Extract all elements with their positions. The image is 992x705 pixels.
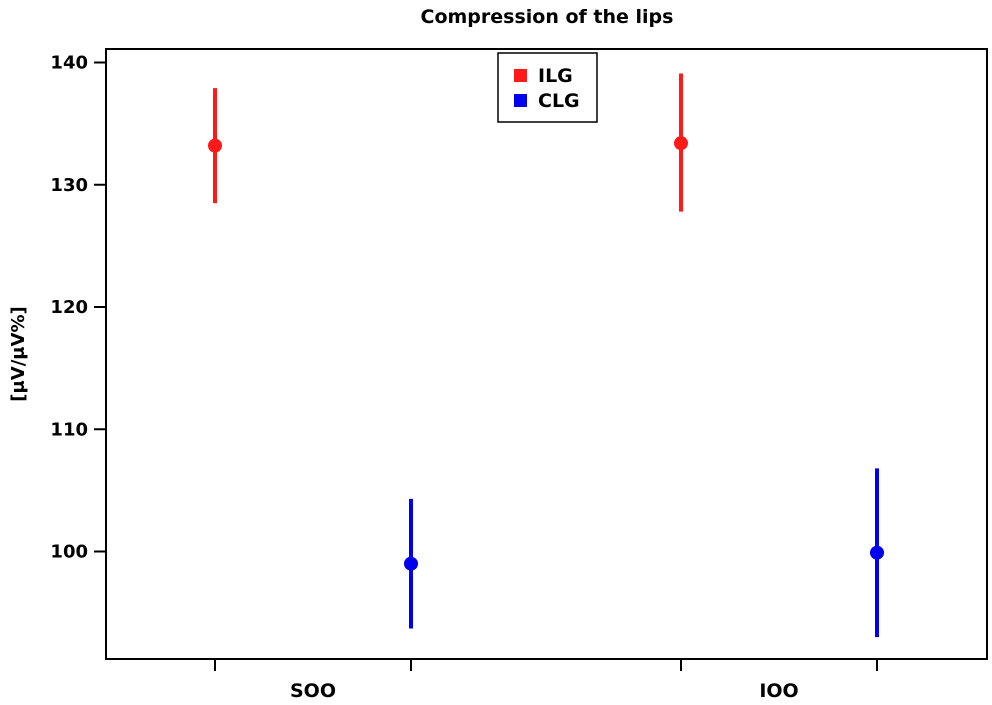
plot-frame xyxy=(105,48,988,660)
y-tick-label: 140 xyxy=(50,53,88,74)
y-tick-label: 100 xyxy=(50,542,88,563)
legend-box xyxy=(497,52,598,123)
y-tick-label: 110 xyxy=(50,419,88,440)
legend: ILG CLG xyxy=(497,52,598,123)
chart-title: Compression of the lips xyxy=(421,6,674,28)
x-axis: SOO IOO xyxy=(214,659,878,702)
data-point xyxy=(208,138,222,153)
data-point xyxy=(674,136,688,151)
legend-swatch xyxy=(514,69,527,82)
legend-label: CLG xyxy=(538,90,580,112)
data-point xyxy=(870,545,884,560)
x-category-label: SOO xyxy=(290,680,336,702)
y-axis-label: [μV/μV%] xyxy=(8,306,29,401)
data-point xyxy=(404,556,418,571)
series-layer xyxy=(208,73,884,638)
y-tick-label: 130 xyxy=(50,175,88,196)
x-category-label: IOO xyxy=(759,680,798,702)
y-axis: 100 110 120 130 140 xyxy=(50,53,106,563)
y-tick-label: 120 xyxy=(50,297,88,318)
legend-swatch xyxy=(514,94,527,107)
legend-label: ILG xyxy=(538,65,573,87)
